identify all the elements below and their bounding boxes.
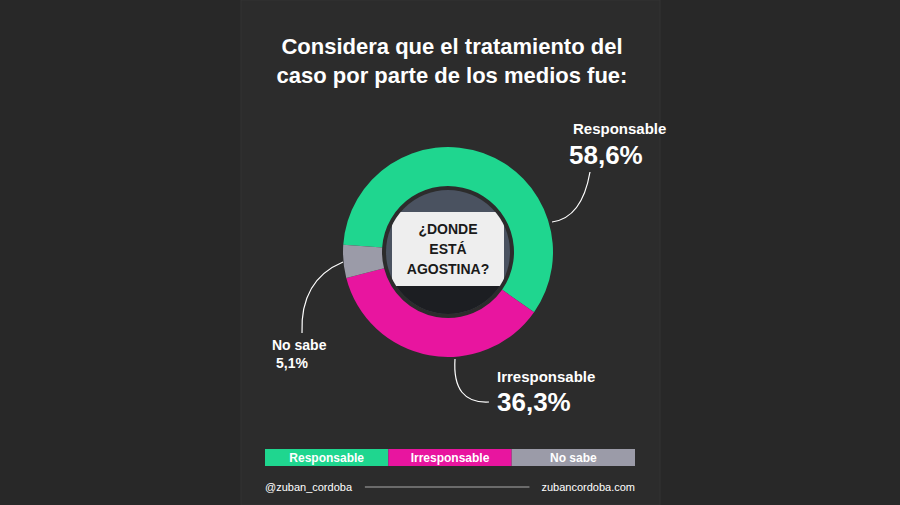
slice-name: Irresponsable	[497, 368, 595, 385]
legend-swatch	[265, 449, 388, 466]
data-label: 5,1%	[276, 355, 308, 371]
footer-rule	[365, 487, 530, 488]
sign-line: ¿DONDE	[418, 221, 477, 237]
photo-crowd	[378, 280, 518, 325]
leader-line	[552, 172, 590, 222]
slice-name: No sabe	[272, 337, 327, 353]
sign-line: ESTÁ	[429, 241, 466, 257]
legend: Responsable Irresponsable No sabe	[265, 449, 635, 466]
legend-label: No sabe	[550, 451, 597, 465]
footer-site: zubancordoba.com	[541, 481, 635, 493]
title-line: caso por parte de los medios fue:	[277, 63, 628, 88]
slice-name: Responsable	[573, 120, 666, 137]
sign-line: AGOSTINA?	[407, 261, 489, 277]
legend-swatch	[388, 449, 511, 466]
photo-sign	[392, 212, 504, 286]
donut: ¿DONDE ESTÁ AGOSTINA?	[343, 147, 553, 357]
leader-line	[455, 359, 489, 402]
panel	[241, 0, 660, 505]
slice	[343, 245, 384, 278]
center-image: ¿DONDE ESTÁ AGOSTINA?	[378, 182, 518, 325]
data-label: 36,3%	[497, 387, 571, 417]
title-line: Considera que el tratamiento del	[281, 34, 622, 59]
legend-label: Responsable	[289, 451, 364, 465]
legend-label: Irresponsable	[411, 451, 490, 465]
title: Considera que el tratamiento del caso por…	[277, 34, 628, 88]
footer-handle: @zuban_cordoba	[265, 481, 353, 493]
data-label: 58,6%	[569, 140, 643, 170]
legend-swatch	[512, 449, 635, 466]
sign-text: ¿DONDE ESTÁ AGOSTINA?	[407, 221, 489, 277]
chart-root: Considera que el tratamiento del caso por…	[0, 0, 900, 505]
background	[0, 0, 900, 505]
leader-line	[302, 262, 343, 333]
